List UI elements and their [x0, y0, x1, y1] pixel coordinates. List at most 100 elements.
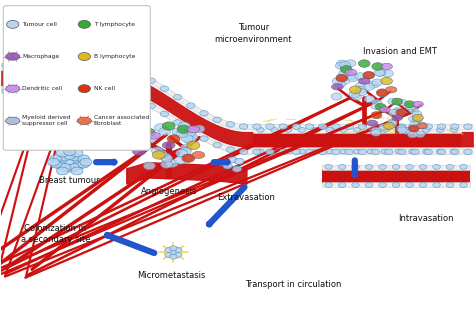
Circle shape	[358, 60, 370, 67]
Text: Intravasation: Intravasation	[398, 214, 453, 223]
Circle shape	[375, 69, 386, 76]
Circle shape	[256, 128, 264, 132]
Circle shape	[364, 95, 375, 103]
Circle shape	[162, 122, 175, 130]
Circle shape	[437, 149, 444, 154]
Circle shape	[409, 107, 419, 113]
Circle shape	[424, 149, 433, 154]
Circle shape	[339, 78, 350, 84]
Circle shape	[41, 88, 50, 93]
Circle shape	[59, 163, 71, 171]
Circle shape	[167, 135, 180, 143]
Circle shape	[159, 153, 171, 161]
Circle shape	[364, 72, 374, 79]
Circle shape	[356, 82, 366, 89]
Circle shape	[363, 71, 374, 79]
Circle shape	[325, 164, 332, 169]
Circle shape	[371, 127, 381, 133]
Circle shape	[336, 74, 346, 81]
Circle shape	[23, 108, 34, 115]
Circle shape	[409, 125, 419, 132]
Circle shape	[173, 94, 182, 100]
Circle shape	[356, 89, 367, 96]
Circle shape	[340, 64, 351, 71]
Circle shape	[68, 153, 80, 161]
Circle shape	[7, 20, 19, 28]
Circle shape	[253, 124, 261, 129]
Circle shape	[319, 149, 327, 154]
Circle shape	[71, 112, 82, 119]
Circle shape	[71, 149, 83, 157]
Circle shape	[173, 120, 182, 125]
Circle shape	[419, 164, 427, 169]
Circle shape	[170, 254, 177, 259]
Circle shape	[56, 149, 68, 157]
Bar	[322, 169, 470, 183]
Circle shape	[200, 136, 208, 141]
Circle shape	[404, 101, 415, 108]
Circle shape	[182, 154, 195, 162]
Circle shape	[368, 81, 379, 88]
Circle shape	[226, 122, 235, 127]
Circle shape	[64, 152, 76, 159]
Ellipse shape	[133, 148, 146, 155]
Circle shape	[145, 134, 157, 142]
Text: Macrophage: Macrophage	[22, 54, 59, 59]
Circle shape	[180, 144, 192, 152]
Circle shape	[450, 149, 458, 154]
Circle shape	[340, 61, 350, 68]
Text: Myeloid derived
suppressor cell: Myeloid derived suppressor cell	[22, 115, 71, 126]
Circle shape	[332, 149, 340, 154]
Text: Cancer associated
fibroblast: Cancer associated fibroblast	[94, 115, 149, 126]
Circle shape	[36, 113, 46, 121]
Circle shape	[433, 183, 440, 188]
Circle shape	[139, 142, 151, 150]
Circle shape	[371, 149, 380, 154]
Ellipse shape	[392, 115, 402, 121]
Circle shape	[364, 83, 374, 90]
Circle shape	[108, 88, 116, 94]
Ellipse shape	[18, 121, 30, 127]
Circle shape	[422, 128, 430, 132]
Circle shape	[405, 104, 415, 110]
Text: Breast tumour: Breast tumour	[39, 176, 100, 185]
Circle shape	[239, 149, 248, 154]
Circle shape	[2, 88, 10, 93]
Circle shape	[42, 96, 53, 103]
Circle shape	[284, 149, 292, 154]
Circle shape	[120, 66, 129, 71]
Circle shape	[372, 99, 382, 106]
Circle shape	[256, 149, 264, 154]
Circle shape	[358, 124, 366, 129]
Circle shape	[161, 160, 173, 168]
Text: Micrometastasis: Micrometastasis	[137, 271, 205, 280]
Ellipse shape	[187, 126, 200, 133]
Circle shape	[326, 128, 333, 132]
Circle shape	[271, 149, 278, 154]
Circle shape	[45, 96, 57, 104]
Circle shape	[55, 162, 66, 169]
Circle shape	[326, 149, 333, 154]
Circle shape	[379, 183, 386, 188]
Circle shape	[46, 121, 57, 128]
Text: Colonization in
a secondary site: Colonization in a secondary site	[21, 224, 90, 244]
Ellipse shape	[77, 117, 91, 125]
Circle shape	[68, 88, 76, 93]
Circle shape	[160, 86, 169, 91]
Circle shape	[352, 183, 359, 188]
Circle shape	[134, 96, 142, 102]
Circle shape	[372, 79, 383, 86]
Circle shape	[71, 124, 82, 131]
Ellipse shape	[6, 53, 20, 60]
Circle shape	[460, 164, 467, 169]
Circle shape	[410, 121, 419, 128]
Circle shape	[383, 70, 393, 77]
Ellipse shape	[367, 120, 378, 126]
Circle shape	[26, 131, 36, 138]
Circle shape	[59, 104, 70, 111]
Circle shape	[332, 78, 343, 85]
Circle shape	[379, 164, 386, 169]
Circle shape	[398, 149, 406, 154]
Circle shape	[62, 130, 73, 137]
Ellipse shape	[67, 100, 79, 106]
